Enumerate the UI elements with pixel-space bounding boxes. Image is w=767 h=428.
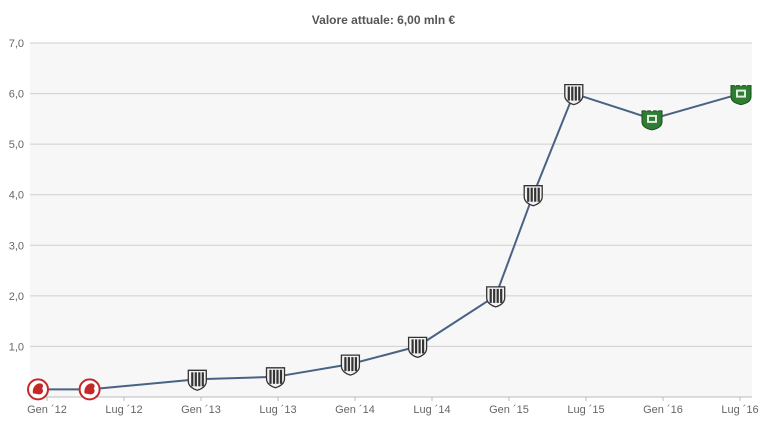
crest-stripe — [276, 369, 279, 384]
crest-stripe — [411, 339, 414, 354]
crest-stripe — [489, 288, 492, 303]
y-tick-label: 3,0 — [9, 240, 24, 252]
crest-stripe — [574, 86, 577, 101]
crest-stripe — [418, 339, 421, 354]
sassuolo-crest-icon — [641, 107, 663, 131]
crest-stripe — [269, 369, 272, 384]
crest-stripe — [537, 187, 540, 202]
crest-stripe — [422, 339, 425, 354]
cesena-crest-icon — [340, 354, 361, 376]
crest-stripe — [415, 339, 418, 354]
crest-stripe — [201, 372, 204, 387]
cesena-crest-icon — [407, 336, 428, 359]
crest-stripe — [534, 187, 537, 202]
crest-inner — [649, 116, 655, 121]
crest-stripe — [198, 372, 201, 387]
crest-stripe — [272, 369, 276, 384]
crest-crown — [645, 107, 659, 112]
crest-stripe — [191, 372, 194, 387]
crest-stripe — [347, 357, 350, 372]
bari-crest-icon — [78, 378, 101, 401]
rooster-shape — [84, 383, 95, 395]
crest-stripe — [578, 86, 581, 101]
x-tick-label: Lug ´13 — [259, 404, 296, 416]
crest-stripe — [194, 372, 197, 387]
chart-title: Valore attuale: 6,00 mln € — [311, 13, 456, 27]
x-tick-label: Gen ´13 — [181, 404, 221, 416]
cesena-crest-icon — [486, 286, 506, 308]
x-tick-label: Gen ´14 — [335, 404, 375, 416]
y-tick-label: 1,0 — [9, 341, 24, 353]
y-tick-label: 6,0 — [9, 89, 24, 101]
crest-stripe — [567, 86, 570, 101]
x-tick-label: Lug ´12 — [105, 404, 142, 416]
cesena-crest-icon — [564, 83, 584, 106]
x-tick-label: Gen ´15 — [489, 404, 529, 416]
y-tick-label: 4,0 — [9, 190, 24, 202]
y-tick-label: 7,0 — [9, 38, 24, 50]
plot-area — [30, 43, 752, 397]
cesena-crest-icon — [523, 185, 543, 207]
x-tick-label: Gen ´12 — [27, 404, 67, 416]
crest-stripe — [527, 187, 530, 202]
crest-stripe — [530, 187, 533, 202]
crest-stripe — [493, 288, 496, 303]
crest-stripe — [344, 357, 347, 372]
x-tick-label: Lug ´14 — [413, 404, 450, 416]
rooster-shape — [32, 383, 44, 395]
y-tick-label: 5,0 — [9, 139, 24, 151]
crest-stripe — [571, 86, 574, 101]
sassuolo-crest-icon — [730, 81, 752, 106]
crest-stripe — [500, 288, 503, 303]
crest-stripe — [496, 288, 499, 303]
x-tick-label: Gen ´16 — [643, 404, 683, 416]
crest-crown — [734, 81, 748, 87]
cesena-crest-icon — [265, 367, 286, 389]
bari-crest-icon — [27, 378, 49, 401]
y-tick-label: 2,0 — [9, 291, 24, 303]
x-tick-label: Lug ´15 — [567, 404, 604, 416]
crest-stripe — [351, 357, 354, 372]
crest-stripe — [279, 369, 283, 384]
cesena-crest-icon — [187, 369, 207, 391]
crest-stripe — [354, 357, 357, 372]
x-tick-label: Lug ´16 — [721, 404, 758, 416]
crest-inner — [738, 91, 744, 96]
